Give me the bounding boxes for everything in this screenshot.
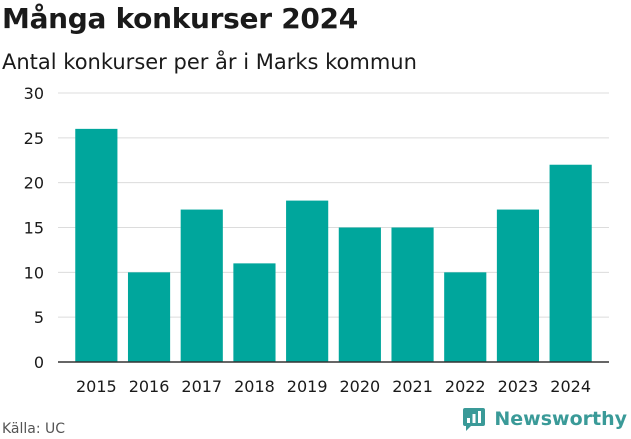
x-tick-label: 2022 (445, 377, 486, 396)
bar-2016 (127, 272, 171, 362)
source-note: Källa: UC (2, 421, 66, 437)
x-tick-label: 2023 (498, 377, 539, 396)
y-tick-label: 20 (24, 174, 44, 193)
x-tick-label: 2018 (234, 377, 275, 396)
x-tick-label: 2019 (287, 377, 328, 396)
y-tick-label: 15 (24, 219, 44, 238)
bar-2021 (391, 227, 434, 362)
bar-2024 (549, 164, 592, 362)
bar-2019 (286, 200, 329, 362)
brand-logo: Newsworthy (462, 407, 627, 431)
y-tick-label: 5 (34, 308, 44, 327)
bar-2015 (75, 128, 118, 362)
x-tick-label: 2017 (181, 377, 222, 396)
x-tick-label: 2021 (392, 377, 433, 396)
brand-name: Newsworthy (494, 408, 627, 430)
bar-2018 (233, 263, 276, 362)
y-tick-label: 30 (24, 84, 44, 103)
bar-2023 (496, 209, 540, 362)
y-tick-label: 10 (24, 263, 44, 282)
y-axis-tick-labels: 0 5 10 15 20 25 30 (24, 84, 44, 372)
bar-2022 (444, 272, 487, 362)
newsworthy-logo-icon (463, 408, 486, 431)
y-tick-label: 25 (24, 129, 44, 148)
bar-2017 (180, 209, 223, 362)
bar-2020 (338, 227, 381, 362)
x-tick-label: 2015 (76, 377, 117, 396)
bars (75, 128, 592, 362)
x-axis-tick-labels: 2015 2016 2017 2018 2019 2020 2021 2022 2023 2024 (76, 377, 591, 396)
chart-title: Många konkurser 2024 (2, 2, 358, 35)
x-tick-label: 2016 (129, 377, 170, 396)
chart-subtitle: Antal konkurser per år i Marks kommun (2, 50, 417, 74)
x-tick-label: 2024 (550, 377, 591, 396)
y-tick-label: 0 (34, 353, 44, 372)
x-tick-label: 2020 (339, 377, 380, 396)
